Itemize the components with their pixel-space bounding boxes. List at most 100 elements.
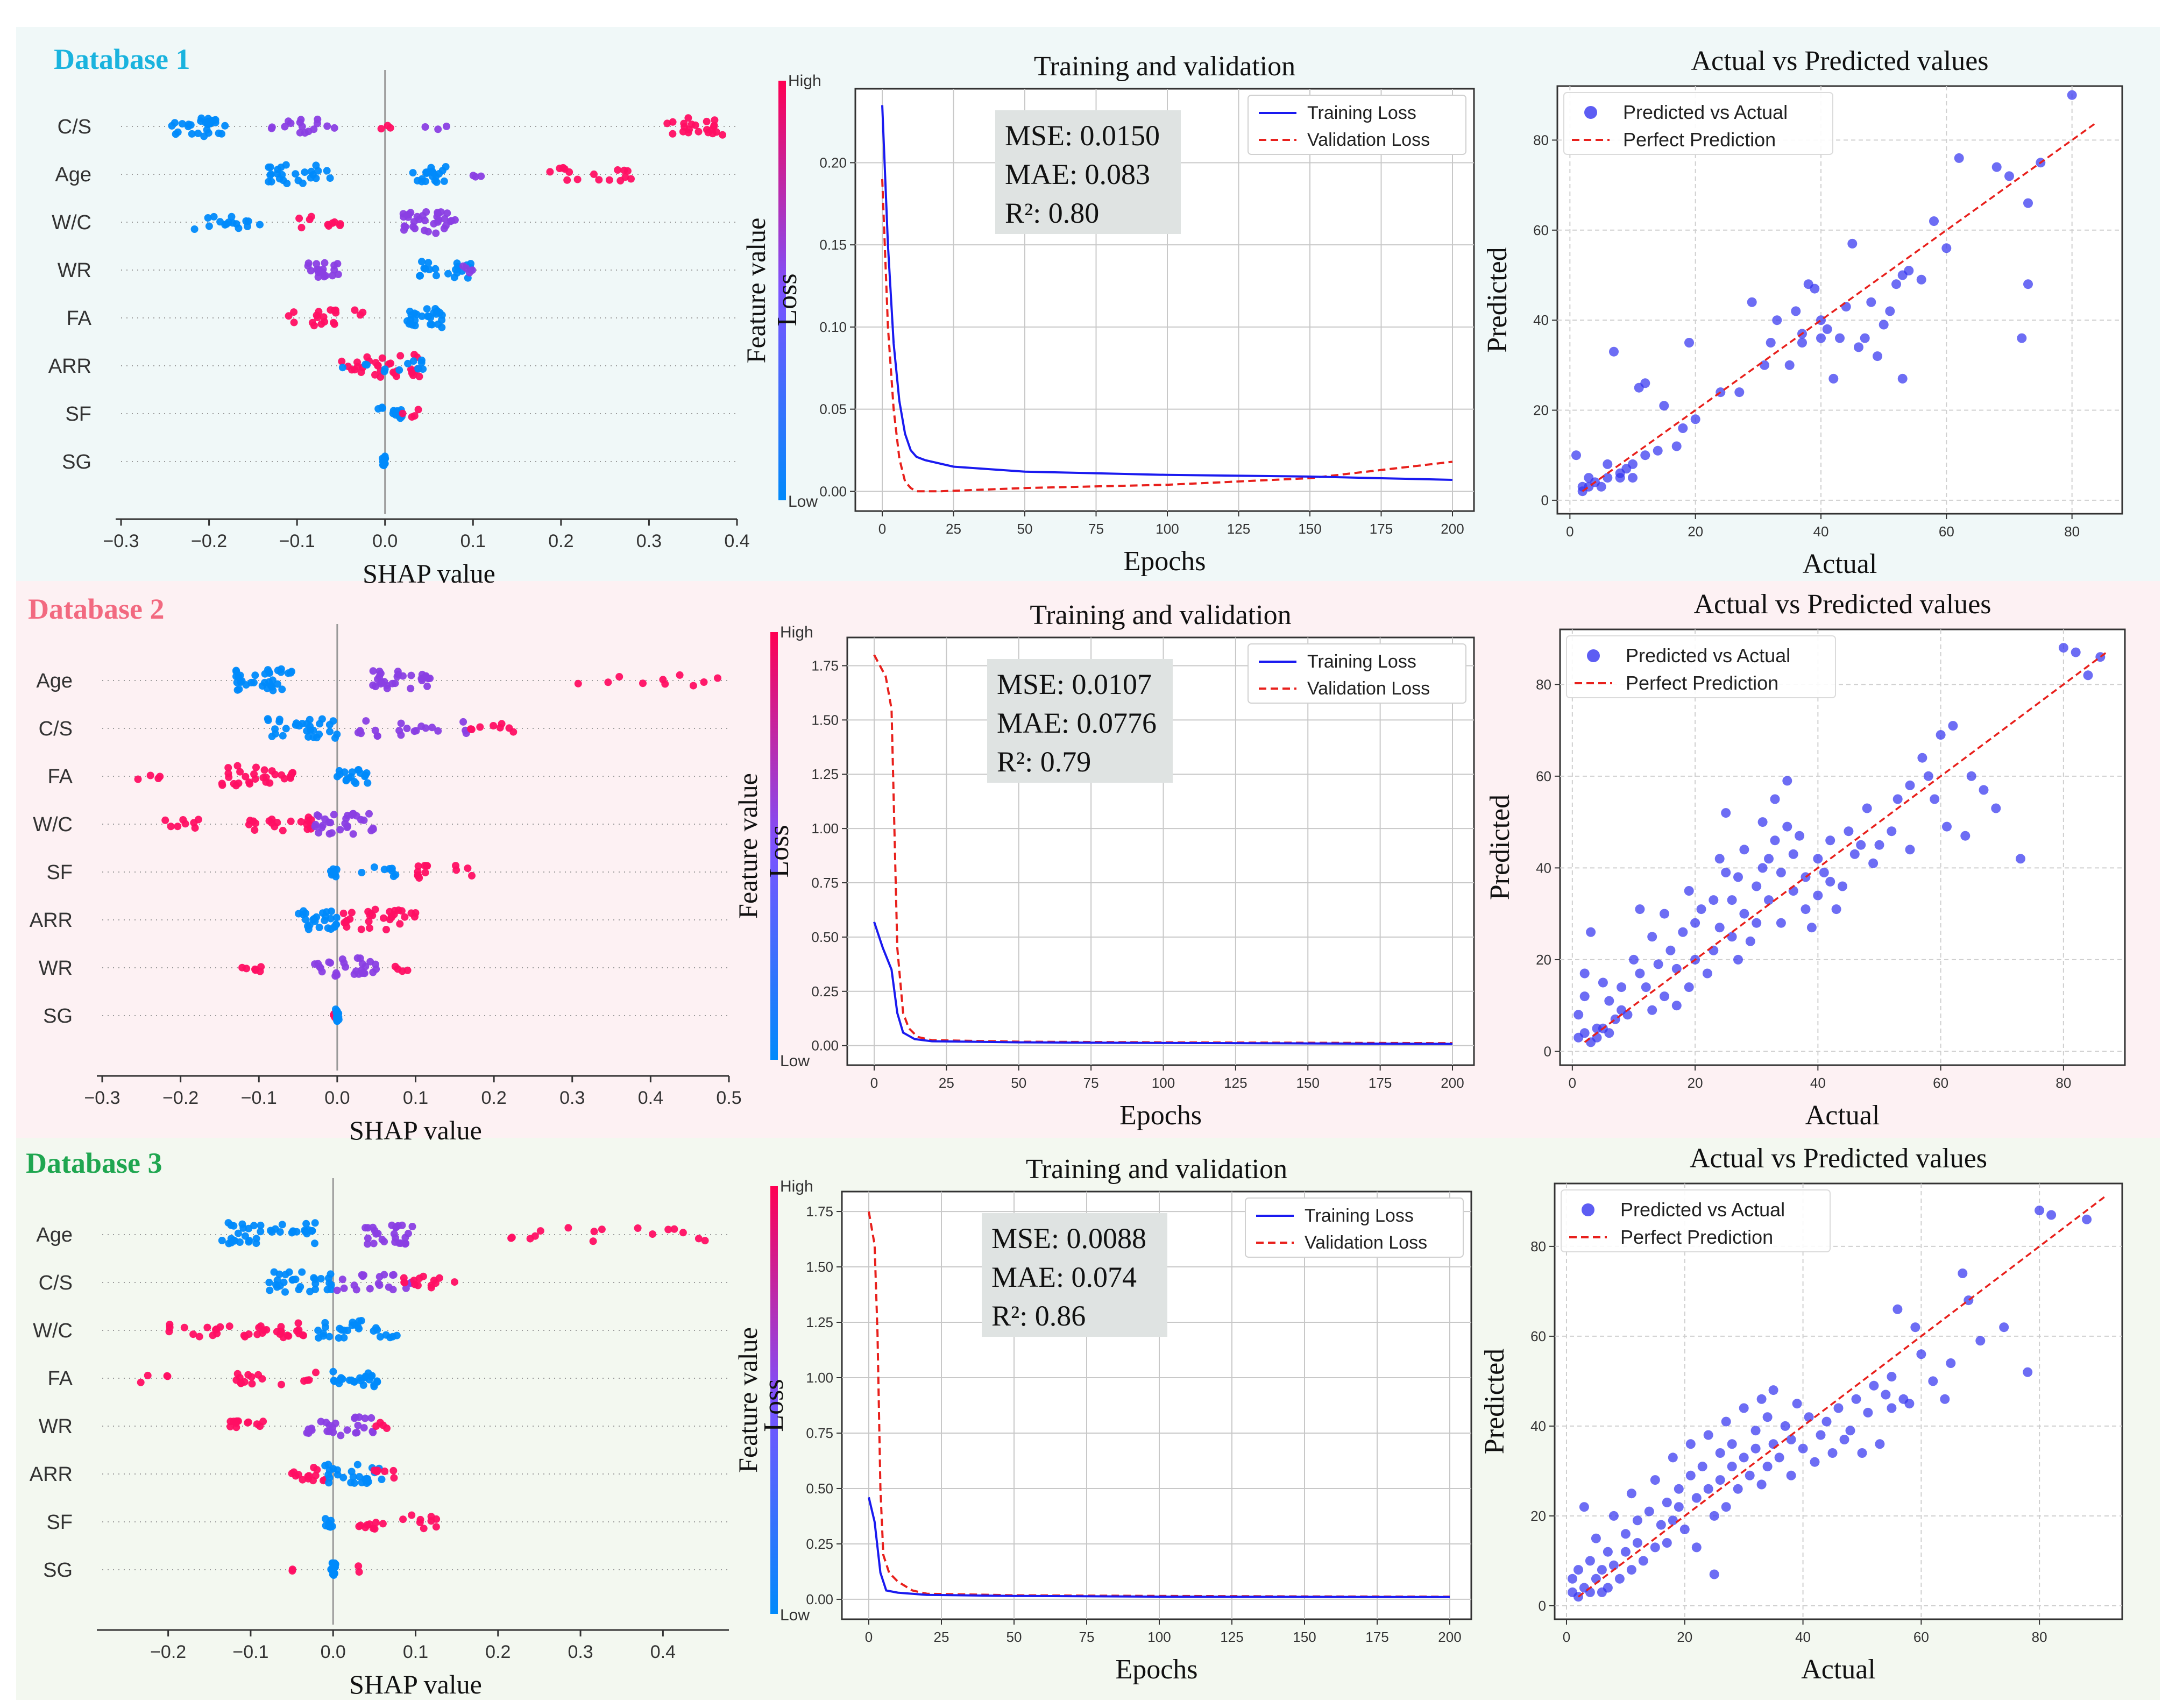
scatter-point: [1691, 1493, 1702, 1503]
shap-dot: [322, 1323, 329, 1331]
shap-x-tick-label: −0.1: [241, 1088, 277, 1108]
shap-dot: [323, 167, 331, 175]
legend-point-swatch: [1584, 106, 1597, 119]
shap-dot: [348, 909, 356, 917]
scatter-point: [1948, 721, 1958, 731]
feature-label: ARR: [30, 909, 73, 932]
shap-dot: [353, 363, 362, 371]
loss-x-tick-label: 50: [1011, 1075, 1026, 1091]
shap-dot: [433, 1515, 441, 1523]
loss-x-tick-label: 175: [1369, 1075, 1392, 1091]
shap-dot: [343, 824, 351, 831]
loss-y-label: Loss: [772, 273, 803, 326]
shap-dot: [309, 916, 317, 924]
shap-dot: [225, 1322, 233, 1330]
shap-dot: [348, 1376, 356, 1384]
shap-dot: [397, 719, 405, 727]
legend-point-label: Predicted vs Actual: [1623, 101, 1788, 123]
legend-train-label: Training Loss: [1307, 651, 1416, 672]
scatter-point: [1757, 863, 1768, 873]
shap-dot: [236, 768, 244, 776]
shap-dot: [258, 682, 266, 690]
shap-dot: [278, 685, 286, 693]
shap-dot: [304, 733, 313, 741]
scatter-x-label: Actual: [1801, 1654, 1876, 1685]
shap-dot: [268, 819, 276, 827]
loss-y-tick-label: 0.25: [806, 1536, 833, 1552]
shap-dot: [166, 1321, 174, 1329]
scatter-point: [1674, 1484, 1684, 1494]
shap-dot: [360, 1424, 368, 1432]
scatter-point: [1660, 991, 1669, 1002]
shap-dot: [325, 1474, 334, 1482]
scatter-point: [1795, 831, 1805, 841]
scatter-point: [1603, 1547, 1613, 1557]
scatter-point: [1936, 730, 1946, 740]
scatter-point: [1568, 1574, 1577, 1584]
scatter-y-label: Predicted: [1485, 795, 1515, 900]
shap-dot: [590, 170, 598, 178]
shap-dot: [271, 725, 279, 733]
shap-dot: [308, 318, 316, 327]
scatter-x-tick-label: 20: [1677, 1629, 1692, 1645]
scatter-point: [1788, 849, 1798, 859]
shap-dot: [174, 823, 182, 831]
shap-dot: [359, 1272, 367, 1280]
scatter-point: [1727, 1439, 1737, 1449]
scatter-plot: 0 20 40 60 80 0 20 40 60 80 Actual vs Predicted va…: [1479, 1143, 2123, 1685]
shap-dot: [321, 1462, 329, 1470]
shap-dot: [379, 1520, 387, 1528]
scatter-point: [1819, 867, 1829, 877]
metrics-box: [995, 110, 1181, 234]
shap-dot: [369, 1223, 377, 1231]
shap-dot: [415, 874, 423, 882]
scatter-point: [1774, 1452, 1784, 1463]
scatter-point: [1966, 771, 1976, 781]
shap-dot: [279, 826, 287, 834]
shap-dot: [322, 912, 330, 920]
shap-dot: [204, 129, 212, 137]
loss-y-tick-label: 0.00: [811, 1038, 839, 1054]
shap-dot: [249, 817, 257, 825]
scatter-point: [2023, 279, 2033, 289]
scatter-point: [1609, 346, 1619, 357]
shap-dot: [364, 779, 372, 787]
shap-dot: [225, 773, 233, 781]
shap-dot: [370, 863, 378, 871]
shap-dot: [331, 1560, 339, 1568]
shap-dot: [680, 119, 688, 127]
shap-dot: [161, 816, 169, 824]
shap-dot: [236, 1238, 244, 1246]
shap-dot: [356, 954, 364, 962]
shap-dot: [415, 372, 423, 380]
shap-dot: [137, 1378, 145, 1386]
scatter-point: [1626, 1489, 1636, 1499]
shap-dot: [614, 166, 622, 174]
shap-x-tick-label: 0.0: [324, 1088, 350, 1108]
legend-point-swatch: [1582, 1203, 1594, 1216]
shap-dot: [536, 1227, 544, 1235]
shap-dot: [676, 671, 684, 679]
scatter-point: [1881, 1390, 1891, 1400]
shap-dot: [416, 1519, 424, 1526]
shap-dot: [443, 209, 451, 217]
scatter-x-tick-label: 60: [1913, 1629, 1929, 1645]
shap-dot: [498, 720, 506, 728]
scatter-point: [1703, 1484, 1713, 1494]
shap-dot: [356, 311, 364, 319]
shap-dot: [368, 1427, 377, 1435]
shap-dot: [338, 364, 346, 372]
scatter-point: [1810, 284, 1820, 294]
scatter-y-tick-label: 20: [1533, 402, 1549, 419]
shap-dot: [701, 1237, 709, 1245]
feature-label: FA: [48, 766, 73, 788]
shap-dot: [389, 1466, 398, 1475]
scatter-point: [1656, 1520, 1666, 1530]
scatter-point: [1999, 1322, 2009, 1333]
shap-dot: [422, 673, 430, 681]
shap-dot: [311, 1280, 320, 1288]
feature-label: W/C: [52, 211, 91, 234]
scatter-point: [1960, 831, 1971, 841]
shap-dot: [341, 768, 349, 776]
